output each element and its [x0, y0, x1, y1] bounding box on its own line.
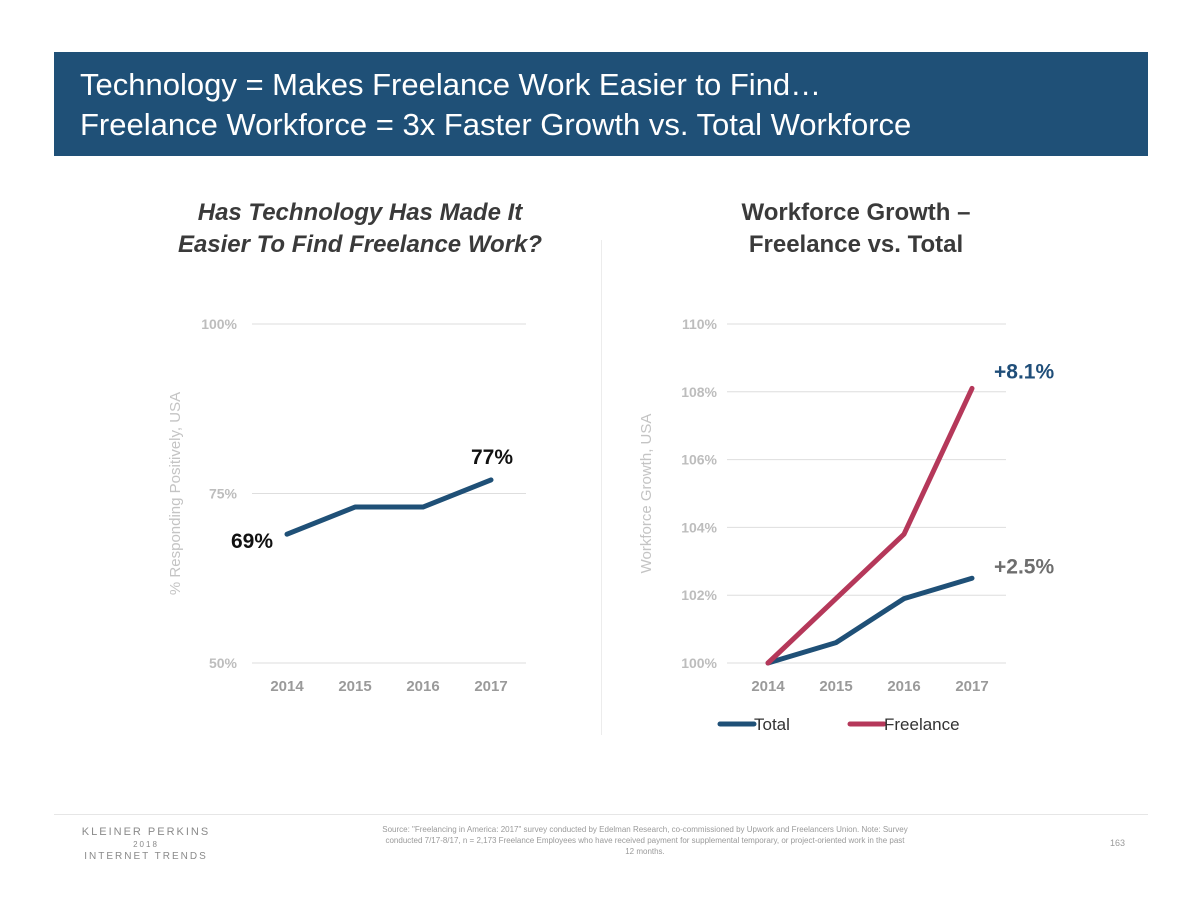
right-x-tick-label: 2014: [751, 678, 785, 695]
left-data-label: 69%: [231, 530, 273, 553]
left-chart-title-line-1: Has Technology Has Made It: [197, 199, 523, 226]
right-series-total-point: [902, 597, 906, 601]
right-legend-label: Freelance: [884, 715, 960, 734]
kleiner-perkins-logo: KLEINER PERKINS 2018 INTERNET TRENDS: [66, 826, 226, 863]
left-data-label: 77%: [471, 446, 513, 469]
right-series-freelance-line: [765, 385, 975, 666]
left-chart-title-line-2: Easier To Find Freelance Work?: [177, 231, 543, 258]
right-series-total-line: [765, 575, 975, 666]
right-y-tick-label: 110%: [682, 316, 718, 332]
right-x-tick-label: 2016: [887, 678, 920, 695]
right-y-tick-label: 104%: [681, 519, 717, 535]
left-y-tick-label: 50%: [209, 655, 238, 671]
right-series-total-point: [834, 641, 838, 645]
title-banner: Technology = Makes Freelance Work Easier…: [54, 52, 1148, 156]
page-number: 163: [1110, 838, 1126, 848]
left-x-tick-label: 2015: [338, 678, 371, 695]
right-series-freelance-point: [766, 661, 770, 665]
left-series--responding-positively-point: [421, 505, 425, 509]
left-chart-title: Has Technology Has Made It Easier To Fin…: [110, 197, 610, 261]
right-y-tick-label: 102%: [681, 587, 717, 603]
left-y-tick-label: 75%: [209, 486, 238, 502]
right-chart-title-line-1: Workforce Growth –: [741, 199, 971, 226]
left-y-tick-label: 100%: [201, 316, 237, 332]
left-x-tick-label: 2017: [474, 678, 507, 695]
banner-title-line-2: Freelance Workforce = 3x Faster Growth v…: [80, 107, 912, 142]
banner-title-line-1: Technology = Makes Freelance Work Easier…: [80, 67, 822, 102]
right-series-total-point: [970, 576, 974, 580]
right-series-freelance-point: [902, 532, 906, 536]
footer-rule: [54, 814, 1148, 815]
right-x-tick-label: 2017: [955, 678, 988, 695]
right-data-label: +8.1%: [994, 360, 1054, 383]
left-line-chart: 50% 75% 100% 2014 2015 2016 2017 % Responding P…: [167, 316, 526, 695]
brand-name: KLEINER PERKINS: [81, 826, 211, 838]
left-x-tick-label: 2016: [406, 678, 439, 695]
right-series-freelance-point: [970, 386, 974, 390]
left-series--responding-positively-point: [285, 532, 289, 536]
left-series--responding-positively-point: [489, 478, 493, 482]
right-chart-title: Workforce Growth – Freelance vs. Total: [606, 197, 1106, 261]
right-y-tick-label: 100%: [681, 655, 717, 671]
right-y-tick-label: 108%: [681, 384, 717, 400]
left-series--responding-positively-point: [353, 505, 357, 509]
right-chart-title-line-2: Freelance vs. Total: [748, 231, 964, 258]
chart-divider: [601, 240, 602, 735]
right-line-chart: 100% 102% 104% 106% 108% 110% 2014 2015 2016 2017…: [638, 316, 1054, 734]
source-note: Source: "Freelancing in America: 2017" s…: [382, 825, 908, 856]
brand-report: INTERNET TRENDS: [84, 851, 208, 862]
left-x-tick-label: 2014: [270, 678, 304, 695]
right-y-axis-label: Workforce Growth, USA: [638, 414, 655, 574]
brand-year: 2018: [133, 840, 159, 849]
left-series--responding-positively-line: [284, 477, 494, 537]
right-x-tick-label: 2015: [819, 678, 852, 695]
right-data-label: +2.5%: [994, 555, 1054, 578]
right-legend-label: Total: [754, 715, 790, 734]
left-y-axis-label: % Responding Positively, USA: [167, 392, 184, 595]
right-series-freelance-point: [834, 597, 838, 601]
right-y-tick-label: 106%: [681, 452, 717, 468]
